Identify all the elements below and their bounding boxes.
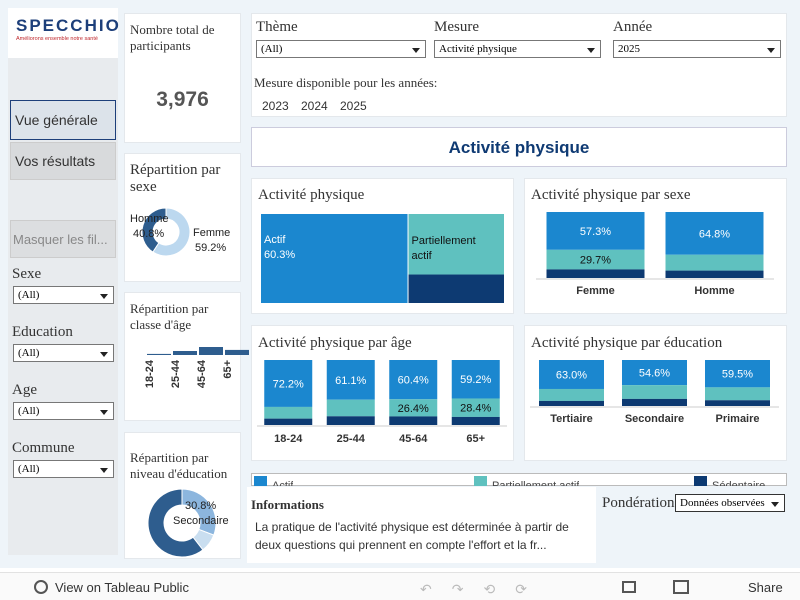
sex-card: Répartition par sexe [124,153,241,282]
legend-label: Actif [272,480,294,486]
filter-label: Education [12,324,73,340]
card-title: Activité physique par sexe [531,187,691,203]
card-title: Répartition par classe d'âge [130,301,209,332]
selector-label: Mesure [434,19,479,35]
selector-panel [251,13,787,117]
age-card: Répartition par classe d'âge [124,292,241,421]
card-title: Activité physique [258,187,365,203]
kpi-label: Nombre total de participants [130,22,215,53]
nav-button[interactable]: Vue générale [10,100,116,140]
toolbar: View on Tableau Public ↶↷⟲⟳ Share [0,572,800,600]
view-link[interactable]: View on Tableau Public [55,580,189,595]
edu-card: Répartition par niveau d'éducation [124,432,241,559]
card-title: Répartition par niveau d'éducation [130,450,228,481]
filter-select[interactable]: (All) [13,460,114,478]
card-title: Répartition par sexe [130,162,221,195]
weighting-label: Pondération [602,495,675,511]
legend-label: Sédentaire [712,480,766,486]
filter-label: Commune [12,440,75,456]
info-text: La pratique de l'activité physique est d… [255,520,569,552]
kpi-card: Nombre total de participants 3,976 [124,13,241,143]
tableau-icon [34,580,48,594]
filter-select[interactable]: (All) [13,402,114,420]
legend-swatch [254,476,267,486]
toolbar-icons: ↶↷⟲⟳ [420,581,547,597]
nav-button[interactable]: Vos résultats [10,142,116,180]
filter-select[interactable]: (All) [13,286,114,304]
fullscreen-icon[interactable] [673,580,689,594]
kpi-value: 3,976 [156,88,209,111]
filter-label: Age [12,382,37,398]
legend-swatch [474,476,487,486]
logo-name: SPECCHIO [16,16,121,35]
info-panel: Informations La pratique de l'activité p… [247,487,596,563]
legend [251,473,787,486]
filters-toggle[interactable]: Masquer les fil... [10,220,116,258]
year: 2024 [301,99,328,113]
banner: Activité physique [251,127,787,167]
chart-card: Activité physique par âge [251,325,514,461]
chart-card: Activité physique par sexe [524,178,787,314]
selector-select[interactable]: (All) [256,40,426,58]
logo-tagline: Améliorons ensemble notre santé [16,36,98,42]
filter-select[interactable]: (All) [13,344,114,362]
selector-label: Année [613,19,653,35]
chart-card: Activité physique par éducation [524,325,787,461]
year: 2025 [340,99,367,113]
filter-label: Sexe [12,266,42,282]
info-title: Informations [251,497,324,512]
share-button[interactable]: Share [748,580,783,595]
years-label: Mesure disponible pour les années: [254,75,438,90]
legend-label: Partiellement actif [492,480,580,486]
download-icon[interactable] [622,581,636,593]
year: 2023 [262,99,289,113]
card-title: Activité physique par éducation [531,335,723,351]
selector-select[interactable]: Activité physique [434,40,601,58]
logo: SPECCHIO Améliorons ensemble notre santé [8,8,121,58]
legend-swatch [694,476,707,486]
weighting-select[interactable]: Données observées [675,494,785,512]
selector-select[interactable]: 2025 [613,40,781,58]
selector-label: Thème [256,19,298,35]
card-title: Activité physique par âge [258,335,412,351]
chart-card: Activité physique [251,178,514,314]
